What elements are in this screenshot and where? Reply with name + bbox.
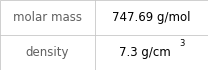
Text: 747.69 g/mol: 747.69 g/mol [112, 11, 191, 24]
Text: molar mass: molar mass [13, 11, 82, 24]
Text: density: density [26, 46, 69, 59]
Text: 7.3 g/cm: 7.3 g/cm [119, 46, 171, 59]
Text: 3: 3 [179, 39, 185, 48]
